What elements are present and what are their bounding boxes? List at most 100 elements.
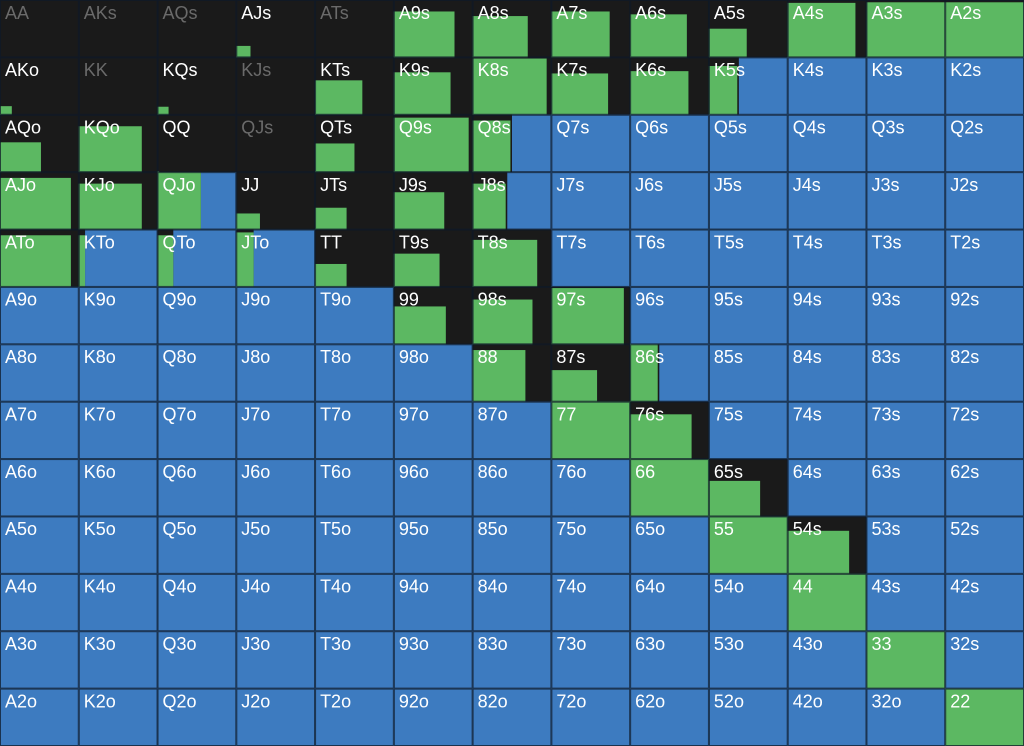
cell-border[interactable] — [78, 516, 158, 574]
cell-border[interactable] — [78, 286, 158, 345]
cell-border[interactable] — [472, 286, 552, 345]
cell-border[interactable] — [866, 344, 946, 402]
cell-border[interactable] — [0, 401, 79, 460]
cell-border[interactable] — [708, 631, 788, 689]
cell-border[interactable] — [472, 573, 552, 632]
cell-border[interactable] — [0, 344, 79, 402]
cell-border[interactable] — [157, 172, 237, 230]
cell-border[interactable] — [393, 459, 473, 517]
cell-border[interactable] — [866, 286, 946, 345]
cell-border[interactable] — [866, 573, 946, 632]
cell-border[interactable] — [787, 344, 867, 402]
cell-border[interactable] — [393, 401, 473, 460]
cell-border[interactable] — [551, 114, 631, 173]
cell-border[interactable] — [78, 573, 158, 632]
cell-border[interactable] — [236, 573, 316, 632]
cell-border[interactable] — [315, 286, 394, 345]
cell-border[interactable] — [472, 459, 552, 517]
cell-border[interactable] — [787, 0, 867, 58]
cell-border[interactable] — [0, 172, 79, 230]
cell-border[interactable] — [866, 114, 946, 173]
cell-border[interactable] — [236, 172, 316, 230]
cell-border[interactable] — [157, 114, 237, 173]
cell-border[interactable] — [236, 516, 316, 574]
cell-border[interactable] — [630, 401, 709, 460]
cell-border[interactable] — [551, 459, 631, 517]
cell-border[interactable] — [630, 516, 709, 574]
cell-border[interactable] — [708, 344, 788, 402]
cell-border[interactable] — [78, 459, 158, 517]
cell-border[interactable] — [708, 114, 788, 173]
cell-border[interactable] — [866, 229, 946, 287]
cell-border[interactable] — [472, 344, 552, 402]
cell-border[interactable] — [236, 0, 316, 58]
cell-border[interactable] — [472, 57, 552, 115]
cell-border[interactable] — [315, 344, 394, 402]
cell-border[interactable] — [551, 516, 631, 574]
cell-border[interactable] — [630, 573, 709, 632]
cell-border[interactable] — [708, 459, 788, 517]
cell-border[interactable] — [78, 172, 158, 230]
cell-border[interactable] — [787, 516, 867, 574]
cell-border[interactable] — [787, 57, 867, 115]
cell-border[interactable] — [551, 286, 631, 345]
cell-border[interactable] — [551, 401, 631, 460]
cell-border[interactable] — [787, 172, 867, 230]
cell-border[interactable] — [315, 57, 394, 115]
cell-border[interactable] — [551, 57, 631, 115]
cell-border[interactable] — [236, 229, 316, 287]
cell-border[interactable] — [787, 459, 867, 517]
cell-border[interactable] — [315, 573, 394, 632]
cell-border[interactable] — [551, 573, 631, 632]
cell-border[interactable] — [472, 0, 552, 58]
cell-border[interactable] — [157, 0, 237, 58]
cell-border[interactable] — [393, 344, 473, 402]
cell-border[interactable] — [315, 401, 394, 460]
cell-border[interactable] — [787, 114, 867, 173]
cell-border[interactable] — [78, 57, 158, 115]
cell-border[interactable] — [393, 172, 473, 230]
cell-border[interactable] — [472, 516, 552, 574]
cell-border[interactable] — [157, 57, 237, 115]
cell-border[interactable] — [551, 0, 631, 58]
cell-border[interactable] — [708, 286, 788, 345]
cell-border[interactable] — [236, 57, 316, 115]
cell-border[interactable] — [157, 573, 237, 632]
cell-border[interactable] — [0, 286, 79, 345]
cell-border[interactable] — [551, 631, 631, 689]
cell-border[interactable] — [630, 631, 709, 689]
cell-border[interactable] — [236, 344, 316, 402]
cell-border[interactable] — [315, 229, 394, 287]
cell-border[interactable] — [0, 459, 79, 517]
cell-border[interactable] — [315, 0, 394, 58]
cell-border[interactable] — [157, 401, 237, 460]
cell-border[interactable] — [630, 229, 709, 287]
cell-border[interactable] — [866, 631, 946, 689]
cell-border[interactable] — [78, 631, 158, 689]
cell-border[interactable] — [157, 631, 237, 689]
cell-border[interactable] — [0, 0, 79, 58]
cell-border[interactable] — [315, 516, 394, 574]
cell-border[interactable] — [866, 516, 946, 574]
cell-border[interactable] — [0, 516, 79, 574]
cell-border[interactable] — [708, 57, 788, 115]
cell-border[interactable] — [157, 516, 237, 574]
cell-border[interactable] — [708, 0, 788, 58]
cell-border[interactable] — [157, 229, 237, 287]
cell-border[interactable] — [157, 459, 237, 517]
cell-border[interactable] — [472, 229, 552, 287]
cell-border[interactable] — [393, 573, 473, 632]
cell-border[interactable] — [393, 516, 473, 574]
cell-border[interactable] — [787, 573, 867, 632]
cell-border[interactable] — [630, 114, 709, 173]
cell-border[interactable] — [787, 401, 867, 460]
cell-border[interactable] — [0, 57, 79, 115]
cell-border[interactable] — [157, 286, 237, 345]
cell-border[interactable] — [551, 172, 631, 230]
cell-border[interactable] — [78, 114, 158, 173]
cell-border[interactable] — [630, 57, 709, 115]
cell-border[interactable] — [787, 229, 867, 287]
cell-border[interactable] — [708, 229, 788, 287]
cell-border[interactable] — [630, 0, 709, 58]
cell-border[interactable] — [236, 401, 316, 460]
